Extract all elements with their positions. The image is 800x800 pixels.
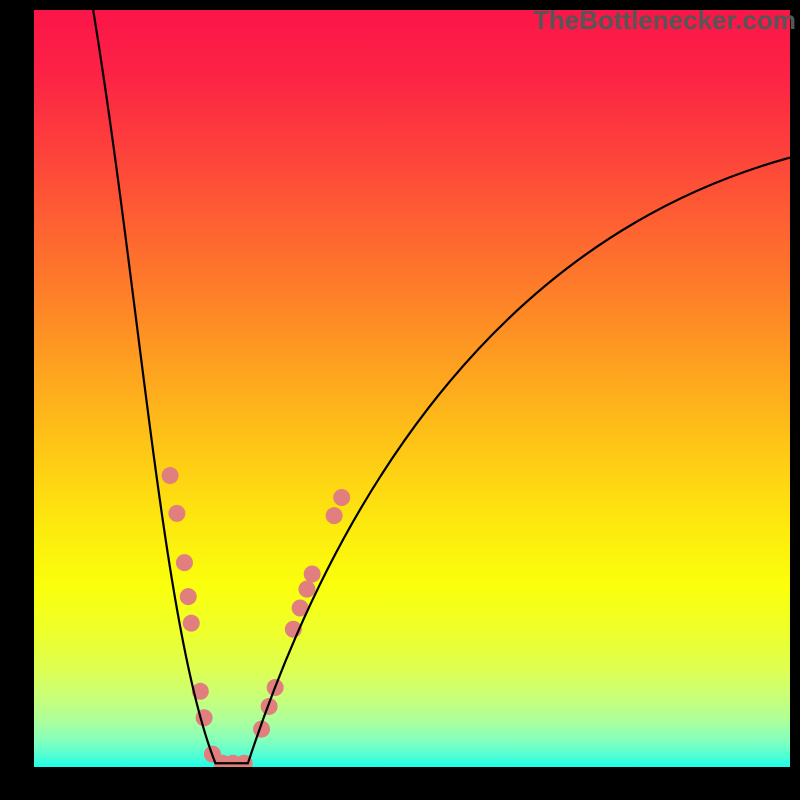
data-marker	[298, 581, 315, 598]
data-marker	[162, 467, 179, 484]
data-marker	[176, 554, 193, 571]
data-marker	[326, 507, 343, 524]
data-marker	[333, 489, 350, 506]
border-left	[0, 0, 34, 800]
chart-frame: TheBottlenecker.com	[0, 0, 800, 800]
plot-svg	[34, 10, 790, 767]
plot-background	[34, 10, 790, 767]
data-marker	[180, 588, 197, 605]
data-marker	[183, 615, 200, 632]
plot-area	[34, 10, 790, 767]
border-right	[790, 0, 800, 800]
data-marker	[304, 565, 321, 582]
watermark-text: TheBottlenecker.com	[533, 5, 796, 36]
data-marker	[168, 505, 185, 522]
border-bottom	[0, 767, 800, 800]
